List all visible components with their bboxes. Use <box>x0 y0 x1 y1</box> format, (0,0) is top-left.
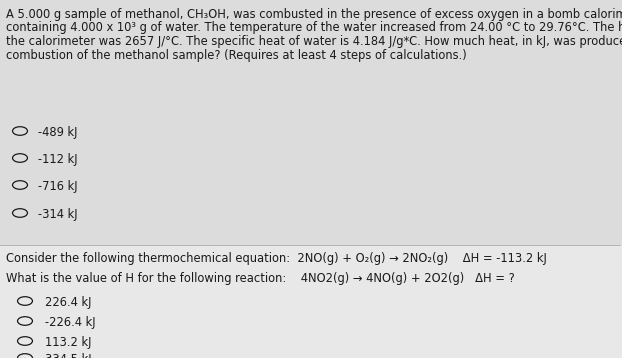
Text: -489 kJ: -489 kJ <box>38 126 78 139</box>
Text: 334.5 kJ: 334.5 kJ <box>45 353 91 358</box>
Text: Consider the following thermochemical equation:  2NO(g) + O₂(g) → 2NO₂(g)    ΔH : Consider the following thermochemical eq… <box>6 252 547 265</box>
Text: -112 kJ: -112 kJ <box>38 153 78 166</box>
Text: -716 kJ: -716 kJ <box>38 180 78 193</box>
Text: 113.2 kJ: 113.2 kJ <box>45 336 91 349</box>
Text: A 5.000 g sample of methanol, CH₃OH, was combusted in the presence of excess oxy: A 5.000 g sample of methanol, CH₃OH, was… <box>6 8 622 21</box>
Text: the calorimeter was 2657 J/°C. The specific heat of water is 4.184 J/g*C. How mu: the calorimeter was 2657 J/°C. The speci… <box>6 35 622 48</box>
Text: What is the value of H for the following reaction:    4NO2(g) → 4NO(g) + 2O2(g) : What is the value of H for the following… <box>6 272 515 285</box>
Text: 226.4 kJ: 226.4 kJ <box>45 296 91 309</box>
Text: combustion of the methanol sample? (Requires at least 4 steps of calculations.): combustion of the methanol sample? (Requ… <box>6 48 466 62</box>
Text: containing 4.000 x 10³ g of water. The temperature of the water increased from 2: containing 4.000 x 10³ g of water. The t… <box>6 21 622 34</box>
Text: -314 kJ: -314 kJ <box>38 208 78 221</box>
Text: -226.4 kJ: -226.4 kJ <box>45 316 96 329</box>
